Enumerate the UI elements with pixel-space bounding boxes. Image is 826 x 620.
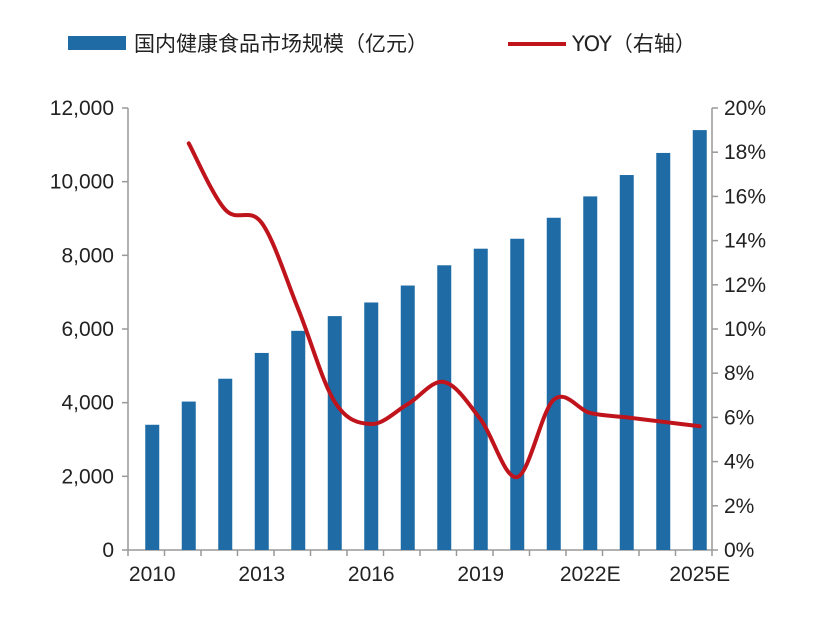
left-tick-label: 6,000: [61, 318, 114, 341]
right-tick-label: 4%: [724, 451, 754, 474]
bar: [327, 316, 342, 550]
bar: [656, 152, 671, 551]
legend-label-line: YOY（右轴）: [571, 32, 696, 56]
bar-series: [145, 130, 707, 551]
bar: [692, 130, 707, 550]
right-tick-label: 16%: [724, 185, 766, 208]
x-tick-label: 2013: [238, 563, 285, 586]
axes: 0 2,000 4,000 6,000 8,000 10,000 12,000 0% 2% 4% 6…: [50, 97, 766, 586]
left-tick-label: 0: [102, 539, 114, 562]
left-tick-label: 4,000: [61, 392, 114, 415]
bar: [546, 217, 561, 550]
bar: [145, 424, 160, 550]
x-tick-label: 2022E: [560, 563, 621, 586]
right-tick-label: 6%: [724, 406, 754, 429]
bar: [218, 378, 233, 550]
bar: [400, 285, 415, 550]
legend-swatch-bar: [68, 36, 126, 50]
legend-label-bar: 国内健康食品市场规模（亿元）: [134, 32, 428, 56]
bar: [254, 352, 269, 550]
left-tick-label: 8,000: [61, 244, 114, 267]
bar: [181, 401, 196, 550]
right-tick-label: 0%: [724, 539, 754, 562]
bar: [291, 330, 306, 550]
line-series: [186, 141, 702, 480]
legend: 国内健康食品市场规模（亿元） YOY（右轴）: [68, 32, 696, 56]
right-tick-label: 14%: [724, 230, 766, 253]
right-tick-label: 2%: [724, 495, 754, 518]
bar: [364, 302, 379, 550]
right-tick-label: 18%: [724, 141, 766, 164]
bar: [437, 265, 452, 550]
bar: [473, 248, 488, 550]
right-tick-label: 10%: [724, 318, 766, 341]
left-tick-label: 10,000: [50, 171, 114, 194]
x-tick-label: 2025E: [669, 563, 730, 586]
x-tick-label: 2019: [457, 563, 504, 586]
bar: [619, 175, 634, 550]
right-tick-label: 8%: [724, 362, 754, 385]
left-tick-label: 2,000: [61, 465, 114, 488]
right-tick-label: 12%: [724, 274, 766, 297]
yoy-line: [186, 141, 702, 480]
right-tick-label: 20%: [724, 97, 766, 120]
x-tick-label: 2016: [348, 563, 395, 586]
bar: [583, 196, 598, 550]
bar: [510, 238, 525, 550]
x-tick-label: 2010: [129, 563, 176, 586]
left-tick-label: 12,000: [50, 97, 114, 120]
